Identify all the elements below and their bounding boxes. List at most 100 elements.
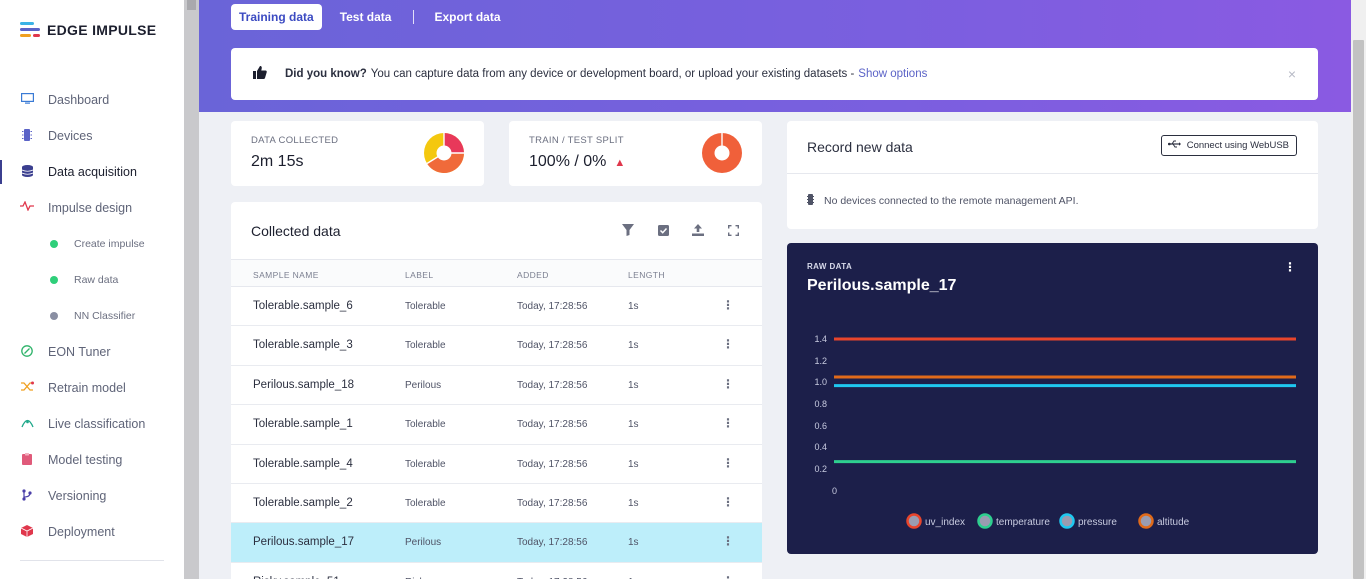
warning-icon[interactable]: ▲ — [614, 157, 626, 169]
legend-item[interactable]: pressure — [1059, 513, 1118, 529]
database-icon — [20, 165, 34, 179]
sidebar-subitem-raw-data[interactable]: Raw data — [0, 262, 184, 298]
close-tip-button[interactable]: × — [1287, 66, 1296, 82]
sidebar-nav: Dashboard Devices Data acquisition Impulse … — [0, 82, 184, 550]
sidebar-item-label: Model testing — [48, 453, 123, 467]
row-menu-icon[interactable]: ⋮ — [722, 337, 734, 352]
sidebar-scrollbar[interactable] — [184, 0, 199, 579]
row-menu-icon[interactable]: ⋮ — [722, 298, 734, 312]
chip-icon — [807, 194, 814, 208]
legend-marker — [1059, 513, 1075, 529]
y-tick-label: 0 — [832, 486, 837, 496]
tip-heading: Did you know? — [285, 68, 367, 80]
sidebar-subitem-nn-classifier[interactable]: NN Classifier — [0, 298, 184, 334]
sidebar-subitem-create-impulse[interactable]: Create impulse — [0, 226, 184, 262]
logo-mark-icon — [20, 22, 40, 38]
page-scrollbar[interactable] — [1351, 0, 1366, 579]
length-cell: 1s — [628, 537, 639, 549]
sidebar-item-dashboard[interactable]: Dashboard — [0, 82, 184, 118]
sidebar-item-live-classification[interactable]: Live classification — [0, 406, 184, 442]
tab-training-data[interactable]: Training data — [231, 4, 322, 30]
raw-data-title: Perilous.sample_17 — [807, 277, 957, 294]
length-cell: 1s — [628, 497, 639, 509]
row-menu-icon[interactable]: ⋮ — [722, 494, 734, 509]
sidebar-item-versioning[interactable]: Versioning — [0, 478, 184, 514]
added-cell: Today, 17:28:56 — [517, 301, 588, 312]
live-icon — [20, 417, 34, 431]
column-sample-name[interactable]: SAMPLE NAME — [253, 270, 319, 280]
column-label[interactable]: LABEL — [405, 270, 434, 280]
sidebar-item-impulse-design[interactable]: Impulse design — [0, 190, 184, 226]
record-title: Record new data — [807, 139, 913, 155]
table-row[interactable]: Risky.sample_51 Risky Today, 17:28:56 1s ⋮ — [231, 563, 762, 579]
branch-icon — [20, 489, 34, 503]
usb-icon — [1167, 140, 1181, 151]
sidebar-item-eon-tuner[interactable]: EON Tuner — [0, 334, 184, 370]
raw-data-card: RAW DATA Perilous.sample_17 ⋮ 1.4 1.2 1.0 0… — [787, 243, 1318, 554]
legend-label: pressure — [1078, 517, 1117, 528]
row-menu-icon[interactable]: ⋮ — [722, 376, 734, 391]
sidebar-item-retrain-model[interactable]: Retrain model — [0, 370, 184, 406]
tab-separator — [413, 10, 415, 24]
length-cell: 1s — [628, 577, 639, 579]
column-length[interactable]: LENGTH — [628, 270, 665, 280]
filter-icon[interactable] — [621, 223, 635, 237]
legend-item[interactable]: uv_index — [906, 513, 966, 529]
sample-name-cell: Tolerable.sample_2 — [253, 496, 353, 509]
data-collected-label: DATA COLLECTED — [251, 135, 339, 146]
legend-label: uv_index — [925, 517, 965, 528]
sidebar-subitem-label: Create impulse — [74, 238, 145, 250]
record-new-data-card: Record new data Connect using WebUSB No … — [787, 121, 1318, 229]
label-cell: Tolerable — [405, 419, 446, 431]
table-row[interactable]: Tolerable.sample_2 Tolerable Today, 17:28:… — [231, 484, 762, 524]
sample-name-cell: Perilous.sample_18 — [253, 378, 355, 391]
show-options-link[interactable]: Show options — [858, 68, 928, 80]
added-cell: Today, 17:28:56 — [517, 340, 588, 352]
status-dot-icon — [50, 312, 58, 320]
table-row[interactable]: Tolerable.sample_1 Tolerable Today, 17:28:… — [231, 405, 762, 445]
sidebar-item-label: Deployment — [48, 525, 115, 539]
label-cell: Tolerable — [405, 497, 446, 509]
sidebar-item-label: Dashboard — [48, 93, 110, 107]
legend-marker — [1138, 513, 1154, 529]
legend-marker — [906, 513, 922, 529]
column-added[interactable]: ADDED — [517, 270, 549, 280]
expand-icon[interactable] — [726, 223, 740, 237]
logo[interactable]: EDGE IMPULSE — [20, 22, 156, 38]
raw-data-menu-icon[interactable]: ⋮ — [1284, 260, 1296, 274]
length-cell: 1s — [628, 301, 639, 312]
sidebar-item-devices[interactable]: Devices — [0, 118, 184, 154]
split-label: TRAIN / TEST SPLIT — [529, 135, 624, 146]
upload-icon[interactable] — [691, 223, 705, 237]
legend-item[interactable]: altitude — [1138, 513, 1190, 529]
table-row[interactable]: Perilous.sample_18 Perilous Today, 17:28:5… — [231, 366, 762, 406]
added-cell: Today, 17:28:56 — [517, 379, 588, 391]
legend-label: altitude — [1157, 517, 1190, 528]
select-checkbox-icon[interactable] — [656, 223, 670, 237]
sample-name-cell: Tolerable.sample_1 — [253, 418, 353, 431]
label-cell: Tolerable — [405, 458, 446, 470]
collected-data-title: Collected data — [251, 223, 341, 239]
connect-webusb-button[interactable]: Connect using WebUSB — [1160, 135, 1297, 156]
row-menu-icon[interactable]: ⋮ — [722, 574, 734, 579]
added-cell: Today, 17:28:56 — [517, 497, 588, 509]
sidebar-item-model-testing[interactable]: Model testing — [0, 442, 184, 478]
tip-text: You can capture data from any device or … — [370, 68, 855, 80]
table-row[interactable]: Tolerable.sample_3 Tolerable Today, 17:28:… — [231, 326, 762, 366]
legend-item[interactable]: temperature — [977, 513, 1051, 529]
thumbs-up-icon — [253, 66, 267, 82]
tab-export-data[interactable]: Export data — [434, 10, 501, 24]
sidebar-item-data-acquisition[interactable]: Data acquisition — [0, 154, 184, 190]
table-row[interactable]: Perilous.sample_17 Perilous Today, 17:28:5… — [231, 523, 762, 563]
row-menu-icon[interactable]: ⋮ — [722, 416, 734, 431]
row-menu-icon[interactable]: ⋮ — [722, 534, 734, 549]
table-row[interactable]: Tolerable.sample_6 Tolerable Today, 17:28:… — [231, 287, 762, 327]
label-cell: Perilous — [405, 379, 442, 391]
length-cell: 1s — [628, 340, 639, 352]
table-row[interactable]: Tolerable.sample_4 Tolerable Today, 17:28:… — [231, 445, 762, 484]
sidebar-subitem-label: NN Classifier — [74, 310, 136, 322]
row-menu-icon[interactable]: ⋮ — [722, 455, 734, 470]
tab-test-data[interactable]: Test data — [339, 10, 392, 24]
connect-webusb-label: Connect using WebUSB — [1186, 140, 1289, 151]
sidebar-item-deployment[interactable]: Deployment — [0, 514, 184, 550]
